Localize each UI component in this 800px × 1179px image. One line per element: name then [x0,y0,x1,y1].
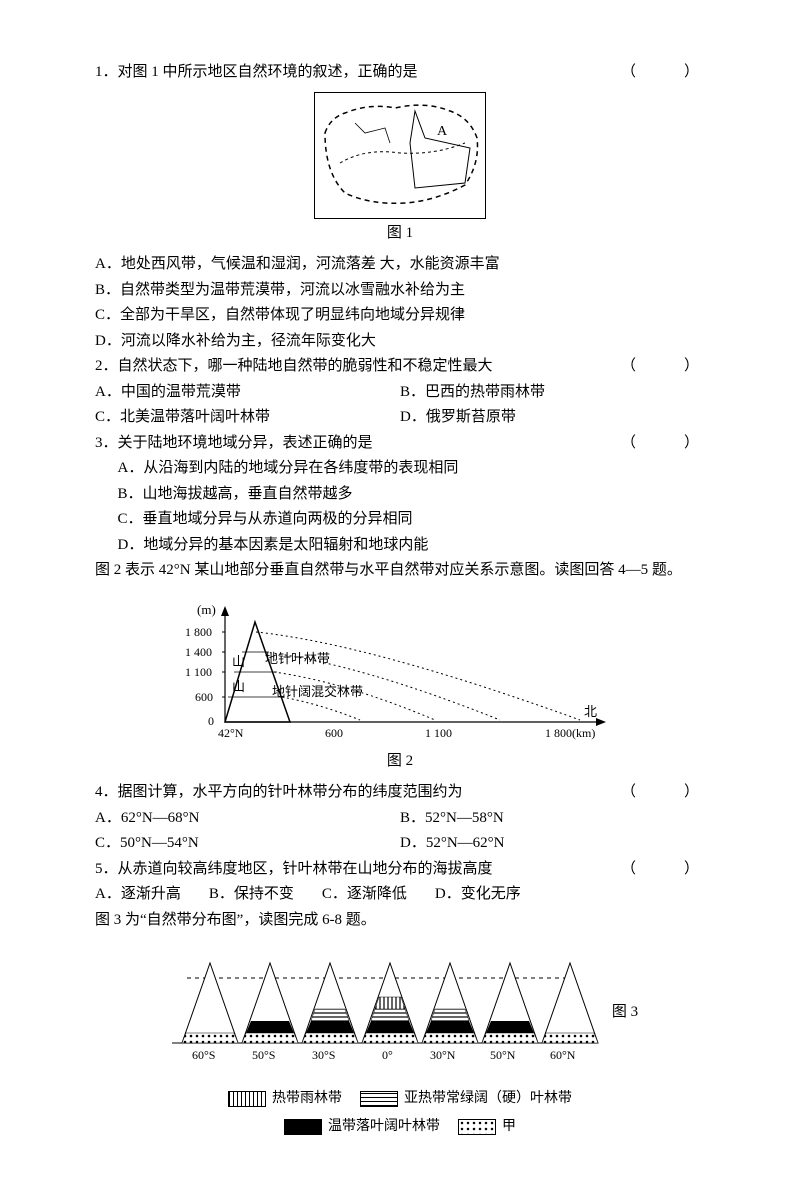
page: 1．对图 1 中所示地区自然环境的叙述，正确的是 （ ） A 图 1 A．地处西… [0,0,800,1179]
svg-text:50°S: 50°S [252,1048,275,1062]
q1-row: 1．对图 1 中所示地区自然环境的叙述，正确的是 （ ） [95,60,705,86]
intro-fig3: 图 3 为“自然带分布图”，读图完成 6-8 题。 [95,908,705,934]
q5-stem: 5．从赤道向较高纬度地区，针叶林带在山地分布的海拔高度 [95,857,601,883]
q3-opt-B: B．山地海拔越高，垂直自然带越多 [95,482,705,508]
q4-row: 4．据图计算，水平方向的针叶林带分布的纬度范围约为 （ ） [95,780,705,806]
q4-opt-B: B．52°N—58°N [400,806,705,832]
q4-opt-A: A．62°N—68°N [95,806,400,832]
fig3-svg: 60°S 50°S 30°S 0° 30°N 50°N 60°N [162,943,602,1083]
svg-text:60°S: 60°S [192,1048,215,1062]
q1-opt-C: C．全部为干旱区，自然带体现了明显纬向地域分异规律 [95,303,705,329]
q2-opt-B: B．巴西的热带雨林带 [400,380,705,406]
q2-opts-cd: C．北美温带落叶阔叶林带 D．俄罗斯苔原带 [95,405,705,431]
svg-text:1 800(km): 1 800(km) [545,726,595,740]
q3-opt-C: C．垂直地域分异与从赤道向两极的分异相同 [95,507,705,533]
legend-dots-icon [458,1119,496,1135]
svg-text:42°N: 42°N [218,726,244,740]
svg-text:地针叶林带: 地针叶林带 [265,651,330,666]
svg-text:50°N: 50°N [490,1048,516,1062]
q4-opts-ab: A．62°N—68°N B．52°N—58°N [95,806,705,832]
q2-opts-ab: A．中国的温带荒漠带 B．巴西的热带雨林带 [95,380,705,406]
q5-opts: A．逐渐升高 B．保持不变 C．逐渐降低 D．变化无序 [95,882,705,908]
intro-fig2: 图 2 表示 42°N 某山地部分垂直自然带与水平自然带对应关系示意图。读图回答… [95,558,705,584]
q4-opt-D: D．52°N—62°N [400,831,705,857]
q4-stem: 4．据图计算，水平方向的针叶林带分布的纬度范围约为 [95,780,601,806]
q5-opt-C: C．逐渐降低 [322,882,407,908]
q3-opt-A: A．从沿海到内陆的地域分异在各纬度带的表现相同 [95,456,705,482]
q1-paren: （ ） [621,60,705,86]
q3-stem: 3．关于陆地环境地域分异，表述正确的是 [95,431,601,457]
svg-text:0°: 0° [382,1048,393,1062]
q5-opt-B: B．保持不变 [209,882,294,908]
svg-text:A: A [437,124,448,139]
fig2-ylabel: (m) [197,602,216,617]
svg-text:地针阔混交林带: 地针阔混交林带 [272,684,363,699]
q2-row: 2．自然状态下，哪一种陆地自然带的脆弱性和不稳定性最大 （ ） [95,354,705,380]
fig1-caption: 图 1 [95,221,705,247]
svg-text:北: 北 [584,704,597,719]
fig1: A 图 1 [95,92,705,247]
q5-paren: （ ） [621,857,705,883]
q1-stem: 1．对图 1 中所示地区自然环境的叙述，正确的是 [95,60,601,86]
fig1-box: A [314,92,486,219]
legend-vstripes-icon [228,1091,266,1107]
svg-text:60°N: 60°N [550,1048,576,1062]
svg-text:1 100: 1 100 [425,726,452,740]
q2-stem: 2．自然状态下，哪一种陆地自然带的脆弱性和不稳定性最大 [95,354,601,380]
legend-hstripes-icon [360,1091,398,1107]
q2-opt-D: D．俄罗斯苔原带 [400,405,705,431]
legend-solid-icon [284,1119,322,1135]
q2-paren: （ ） [621,354,705,380]
q3-row: 3．关于陆地环境地域分异，表述正确的是 （ ） [95,431,705,457]
svg-text:0: 0 [208,714,214,728]
svg-text:1 400: 1 400 [185,645,212,659]
q2-opt-C: C．北美温带落叶阔叶林带 [95,405,400,431]
fig3-legend-row1: 热带雨林带 亚热带常绿阔（硬）叶林带 [95,1087,705,1111]
q1-opt-D: D．河流以降水补给为主，径流年际变化大 [95,329,705,355]
fig3-legend-row2: 温带落叶阔叶林带 甲 [95,1115,705,1139]
svg-text:30°S: 30°S [312,1048,335,1062]
legend-b: 亚热带常绿阔（硬）叶林带 [404,1091,572,1106]
fig3-caption: 图 3 [612,1000,638,1026]
q2-opt-A: A．中国的温带荒漠带 [95,380,400,406]
fig2-caption: 图 2 [95,749,705,775]
svg-text:600: 600 [195,690,213,704]
fig3: 60°S 50°S 30°S 0° 30°N 50°N 60°N 图 3 [95,943,705,1083]
q4-opts-cd: C．50°N—54°N D．52°N—62°N [95,831,705,857]
q4-paren: （ ） [621,780,705,806]
fig2-svg: (m) 1 800 1 400 1 100 600 0 42°N 600 1 1… [170,592,630,747]
q5-row: 5．从赤道向较高纬度地区，针叶林带在山地分布的海拔高度 （ ） [95,857,705,883]
svg-text:山: 山 [232,654,245,669]
q5-opt-D: D．变化无序 [435,882,521,908]
svg-text:山: 山 [232,679,245,694]
mountains [182,963,598,1043]
q1-opt-B: B．自然带类型为温带荒漠带，河流以冰雪融水补给为主 [95,278,705,304]
legend-a: 热带雨林带 [272,1091,342,1106]
q3-paren: （ ） [621,431,705,457]
q3-opt-D: D．地域分异的基本因素是太阳辐射和地球内能 [95,533,705,559]
fig1-map-svg: A [315,93,485,218]
q4-opt-C: C．50°N—54°N [95,831,400,857]
svg-text:30°N: 30°N [430,1048,456,1062]
q1-opt-A: A．地处西风带，气候温和湿润，河流落差 大，水能资源丰富 [95,252,705,278]
svg-text:1 800: 1 800 [185,625,212,639]
q5-opt-A: A．逐渐升高 [95,882,181,908]
svg-text:600: 600 [325,726,343,740]
svg-text:1 100: 1 100 [185,665,212,679]
